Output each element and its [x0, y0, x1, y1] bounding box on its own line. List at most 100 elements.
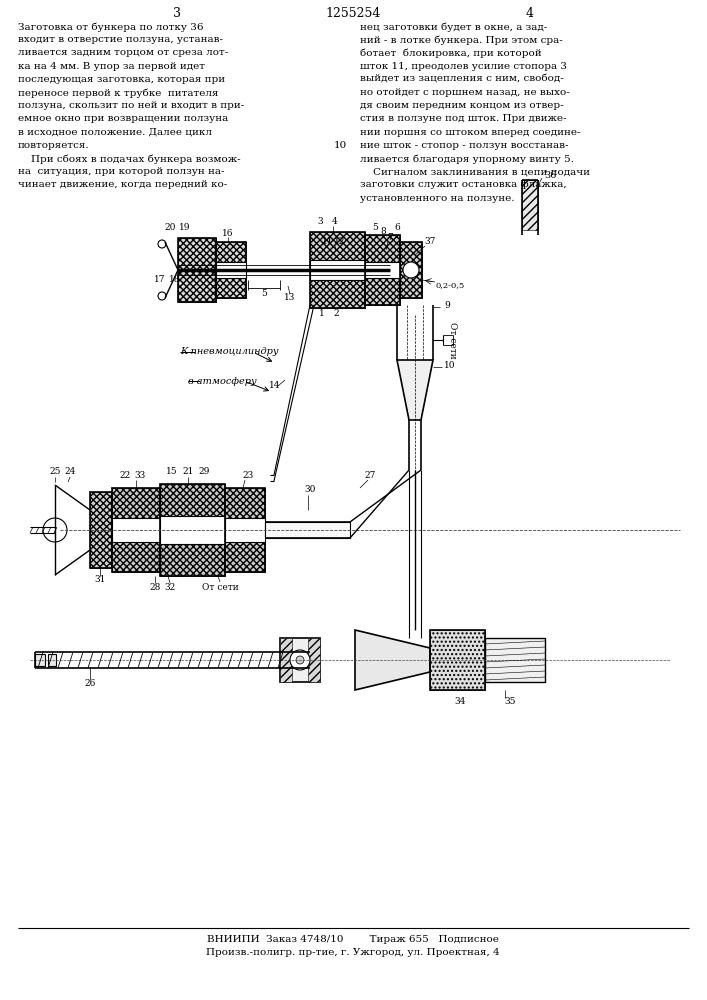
Text: 12: 12 — [334, 237, 346, 246]
Bar — [216, 262, 246, 278]
Text: 21: 21 — [182, 468, 194, 477]
Bar — [365, 262, 400, 278]
Text: 36: 36 — [544, 170, 556, 180]
Bar — [522, 180, 538, 230]
Text: 1: 1 — [319, 310, 325, 318]
Bar — [365, 235, 400, 305]
Bar — [265, 522, 350, 538]
Text: К пневмоцилиндру: К пневмоцилиндру — [180, 348, 279, 357]
Text: 7: 7 — [387, 233, 393, 242]
Text: 18: 18 — [169, 275, 181, 284]
Text: 5: 5 — [261, 290, 267, 298]
Text: 16: 16 — [222, 229, 234, 237]
Text: шток 11, преодолев усилие стопора 3: шток 11, преодолев усилие стопора 3 — [360, 62, 567, 71]
Bar — [216, 242, 246, 298]
Bar — [310, 232, 365, 308]
Text: ка на 4 мм. В упор за первой идет: ка на 4 мм. В упор за первой идет — [18, 62, 205, 71]
Text: 4: 4 — [526, 7, 534, 20]
Text: При сбоях в подачах бункера возмож-: При сбоях в подачах бункера возмож- — [18, 154, 240, 163]
Text: 14: 14 — [269, 381, 281, 390]
Bar — [216, 242, 246, 298]
Text: 17: 17 — [154, 275, 165, 284]
Text: в атмосферу: в атмосферу — [188, 376, 257, 385]
Text: Сигналом заклинивания в цепи подачи: Сигналом заклинивания в цепи подачи — [360, 167, 590, 176]
Text: 29: 29 — [198, 468, 210, 477]
Text: чинает движение, когда передний ко-: чинает движение, когда передний ко- — [18, 180, 227, 189]
Circle shape — [403, 262, 419, 278]
Bar — [112, 488, 160, 572]
Text: дя своим передним концом из отвер-: дя своим передним концом из отвер- — [360, 101, 563, 110]
Circle shape — [158, 240, 166, 248]
Text: 35: 35 — [504, 698, 515, 706]
Bar — [160, 484, 225, 576]
Text: 31: 31 — [94, 576, 105, 584]
Text: 0,2-0,5: 0,2-0,5 — [436, 281, 464, 289]
Text: нии поршня со штоком вперед соедине-: нии поршня со штоком вперед соедине- — [360, 128, 580, 137]
Text: 24: 24 — [64, 468, 76, 477]
Text: 8: 8 — [380, 228, 386, 236]
Bar — [280, 638, 292, 682]
Bar — [308, 638, 320, 682]
Bar — [280, 638, 320, 682]
Bar — [90, 492, 112, 568]
Text: на  ситуация, при которой ползун на-: на ситуация, при которой ползун на- — [18, 167, 225, 176]
Bar — [160, 484, 225, 576]
Bar — [430, 630, 485, 690]
Text: последующая заготовка, которая при: последующая заготовка, которая при — [18, 75, 225, 84]
Bar — [310, 260, 365, 280]
Text: нец заготовки будет в окне, а зад-: нец заготовки будет в окне, а зад- — [360, 22, 547, 31]
Text: 15: 15 — [166, 468, 178, 477]
Text: 6: 6 — [394, 224, 400, 232]
Text: 28: 28 — [149, 584, 160, 592]
Text: 13: 13 — [284, 294, 296, 302]
Circle shape — [43, 518, 67, 542]
Text: 19: 19 — [180, 224, 191, 232]
Text: 9: 9 — [444, 300, 450, 310]
Text: 3: 3 — [317, 218, 323, 227]
Text: 2: 2 — [333, 310, 339, 318]
Text: но отойдет с поршнем назад, не выхо-: но отойдет с поршнем назад, не выхо- — [360, 88, 570, 97]
Bar — [160, 516, 225, 544]
Text: 25: 25 — [49, 468, 61, 477]
Text: 1255254: 1255254 — [325, 7, 380, 20]
Circle shape — [296, 656, 304, 664]
Bar — [225, 488, 265, 572]
Bar — [112, 518, 160, 542]
Bar — [365, 235, 400, 305]
Text: 37: 37 — [424, 237, 436, 246]
Text: 5: 5 — [372, 224, 378, 232]
Text: заготовки служит остановка флажка,: заготовки служит остановка флажка, — [360, 180, 566, 189]
Text: повторяется.: повторяется. — [18, 141, 90, 150]
Polygon shape — [355, 630, 430, 690]
Text: ние шток - стопор - ползун восстанав-: ние шток - стопор - ползун восстанав- — [360, 141, 568, 150]
Text: входит в отверстие ползуна, устанав-: входит в отверстие ползуна, устанав- — [18, 35, 223, 44]
Circle shape — [158, 292, 166, 300]
Text: ливается благодаря упорному винту 5.: ливается благодаря упорному винту 5. — [360, 154, 574, 163]
Text: 34: 34 — [455, 698, 466, 706]
Text: стия в ползуне под шток. При движе-: стия в ползуне под шток. При движе- — [360, 114, 566, 123]
Text: Заготовка от бункера по лотку 36: Заготовка от бункера по лотку 36 — [18, 22, 204, 31]
Text: От сети: От сети — [201, 584, 238, 592]
Text: переносе первой к трубке  питателя: переносе первой к трубке питателя — [18, 88, 218, 98]
Polygon shape — [397, 360, 433, 420]
Bar — [90, 492, 112, 568]
Text: 26: 26 — [84, 680, 95, 688]
Text: 10: 10 — [334, 141, 346, 150]
Text: 22: 22 — [119, 471, 131, 480]
Bar — [310, 232, 365, 308]
Text: ний - в лотке бункера. При этом сра-: ний - в лотке бункера. При этом сра- — [360, 35, 563, 45]
Bar — [48, 654, 56, 666]
Text: установленного на ползуне.: установленного на ползуне. — [360, 194, 515, 203]
Text: в исходное положение. Далее цикл: в исходное положение. Далее цикл — [18, 128, 212, 137]
Bar — [485, 638, 545, 682]
Text: емное окно при возвращении ползуна: емное окно при возвращении ползуна — [18, 114, 228, 123]
Text: 11: 11 — [322, 237, 334, 246]
Text: Произв.-полигр. пр-тие, г. Ужгород, ул. Проектная, 4: Произв.-полигр. пр-тие, г. Ужгород, ул. … — [206, 948, 500, 957]
Bar — [112, 488, 160, 572]
Bar — [225, 518, 265, 542]
Text: ботает  блокировка, при которой: ботает блокировка, при которой — [360, 48, 542, 58]
Text: 33: 33 — [134, 471, 146, 480]
Text: выйдет из зацепления с ним, свобод-: выйдет из зацепления с ним, свобод- — [360, 75, 563, 84]
Text: 3: 3 — [173, 7, 181, 20]
Bar — [400, 242, 422, 298]
